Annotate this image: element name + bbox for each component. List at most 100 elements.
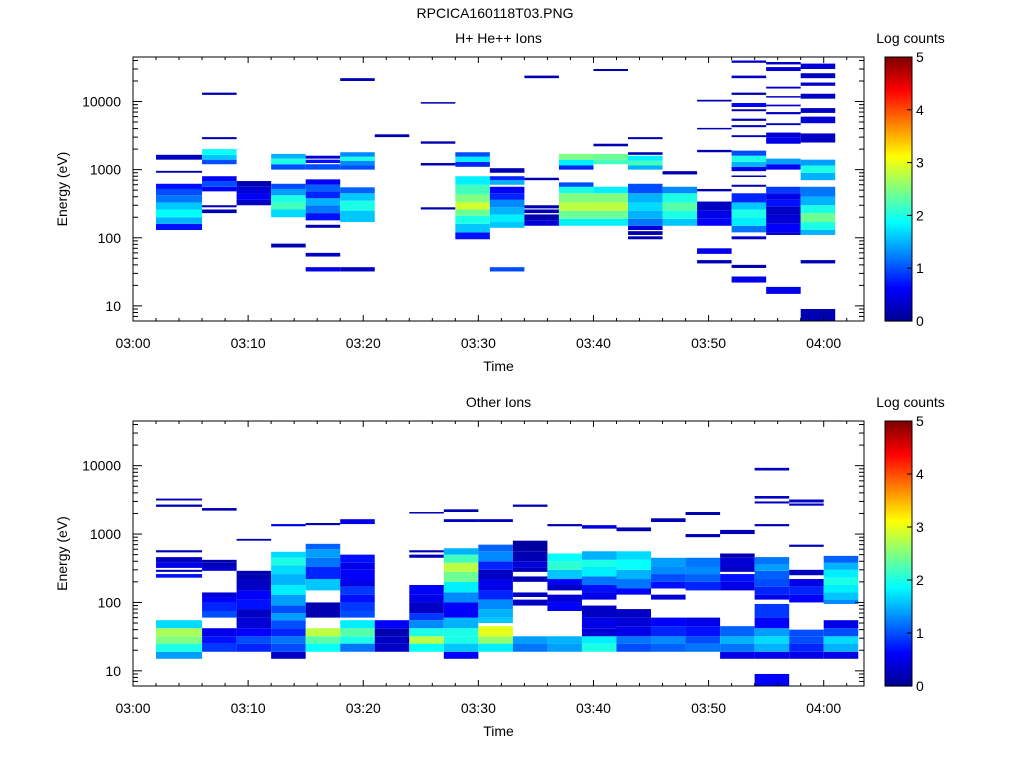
heatmap-cell <box>305 549 341 558</box>
colorbar-segment <box>885 639 912 643</box>
colorbar-segment <box>885 650 912 654</box>
heatmap-cell <box>593 218 629 226</box>
colorbar-segment <box>885 285 912 289</box>
heatmap-cell <box>581 643 617 652</box>
heatmap-cell <box>271 195 306 203</box>
heatmap-cell <box>823 569 859 578</box>
heatmap-cell <box>443 519 479 523</box>
heatmap-cell <box>202 636 237 644</box>
colorbar-segment <box>885 626 912 630</box>
heatmap-cell <box>202 159 237 165</box>
heatmap-cell <box>409 613 444 621</box>
heatmap-cell <box>800 133 836 143</box>
heatmap-cell <box>156 154 203 160</box>
colorbar-segment <box>885 580 912 583</box>
heatmap-cell <box>754 467 790 471</box>
heatmap-cell <box>800 213 836 223</box>
heatmap-cell <box>271 613 306 621</box>
heatmap-cell <box>800 260 836 264</box>
heatmap-cell <box>156 209 203 218</box>
colorbar-segment <box>885 637 912 641</box>
heatmap-cell <box>800 172 836 181</box>
colorbar-segment <box>885 423 912 427</box>
colorbar-segment <box>885 635 912 639</box>
x-tick-label: 03:10 <box>231 700 266 716</box>
heatmap-cell <box>823 555 859 563</box>
colorbar-segment <box>885 81 912 84</box>
heatmap-cell <box>800 159 836 166</box>
heatmap-cell <box>616 579 652 589</box>
colorbar-segment <box>885 661 912 665</box>
colorbar-segment <box>885 538 912 541</box>
colorbar-segment <box>885 259 912 263</box>
panel-title: H+ He++ Ions <box>455 30 542 46</box>
heatmap-cell <box>766 193 801 200</box>
heatmap-cell <box>374 643 410 652</box>
colorbar-segment <box>885 524 912 528</box>
heatmap-cell <box>616 609 652 618</box>
colorbar-tick-label: 1 <box>916 625 924 641</box>
colorbar-segment <box>885 529 912 533</box>
heatmap-cell <box>581 559 617 567</box>
heatmap-cell <box>651 594 686 600</box>
heatmap-cell <box>340 643 375 652</box>
heatmap-cell <box>685 512 721 515</box>
heatmap-cell <box>340 579 375 587</box>
heatmap-cell <box>581 636 617 644</box>
colorbar-segment <box>885 151 912 155</box>
x-tick-label: 03:40 <box>576 700 611 716</box>
heatmap-cell <box>754 557 790 565</box>
colorbar-segment <box>885 544 912 548</box>
heatmap-cell <box>202 610 237 618</box>
heatmap-cell <box>236 643 272 652</box>
colorbar-segment <box>885 458 912 462</box>
heatmap-cell <box>489 214 525 223</box>
heatmap-cell <box>766 104 801 107</box>
colorbar-segment <box>885 582 912 586</box>
colorbar-segment <box>885 421 912 424</box>
colorbar-segment <box>885 425 912 429</box>
heatmap-cell <box>720 626 755 637</box>
heatmap-cell <box>305 643 341 652</box>
colorbar-segment <box>885 120 912 124</box>
colorbar-segment <box>885 480 912 484</box>
heatmap-cell <box>443 592 479 603</box>
colorbar-segment <box>885 456 912 460</box>
heatmap-cell <box>685 574 721 582</box>
heatmap-cell <box>409 554 444 558</box>
plot-frame <box>132 420 865 687</box>
heatmap-cell <box>789 636 824 644</box>
heatmap-cell <box>731 217 767 226</box>
heatmap-cell <box>593 153 629 160</box>
heatmap-cell <box>731 161 767 167</box>
heatmap-cell <box>409 628 444 637</box>
colorbar-segment <box>885 575 912 579</box>
heatmap-cell <box>271 643 306 652</box>
colorbar-segment <box>885 222 912 225</box>
colorbar-segment <box>885 584 912 588</box>
colorbar-frame <box>884 56 913 322</box>
heatmap-cell <box>236 599 272 610</box>
colorbar-segment <box>885 65 912 69</box>
heatmap-cell <box>489 222 525 228</box>
heatmap-cell <box>271 202 306 210</box>
colorbar-tick-label: 5 <box>916 49 924 65</box>
heatmap-cell <box>271 620 306 629</box>
heatmap-cell <box>789 594 824 603</box>
heatmap-cell <box>202 176 237 182</box>
heatmap-cell <box>823 651 859 659</box>
colorbar-segment <box>885 180 912 183</box>
heatmap-cell <box>156 643 203 652</box>
heatmap-cell <box>754 603 790 618</box>
heatmap-cell <box>800 186 836 197</box>
colorbar-segment <box>885 131 912 135</box>
heatmap-cell <box>616 636 652 644</box>
y-tick-label: 1000 <box>90 162 121 178</box>
colorbar-segment <box>885 312 912 315</box>
heatmap-cell <box>271 565 306 575</box>
heatmap-cell <box>512 576 548 582</box>
heatmap-cell <box>271 188 306 196</box>
heatmap-cell <box>800 222 836 230</box>
heatmap-cell <box>524 205 559 209</box>
heatmap-cell <box>628 152 663 155</box>
